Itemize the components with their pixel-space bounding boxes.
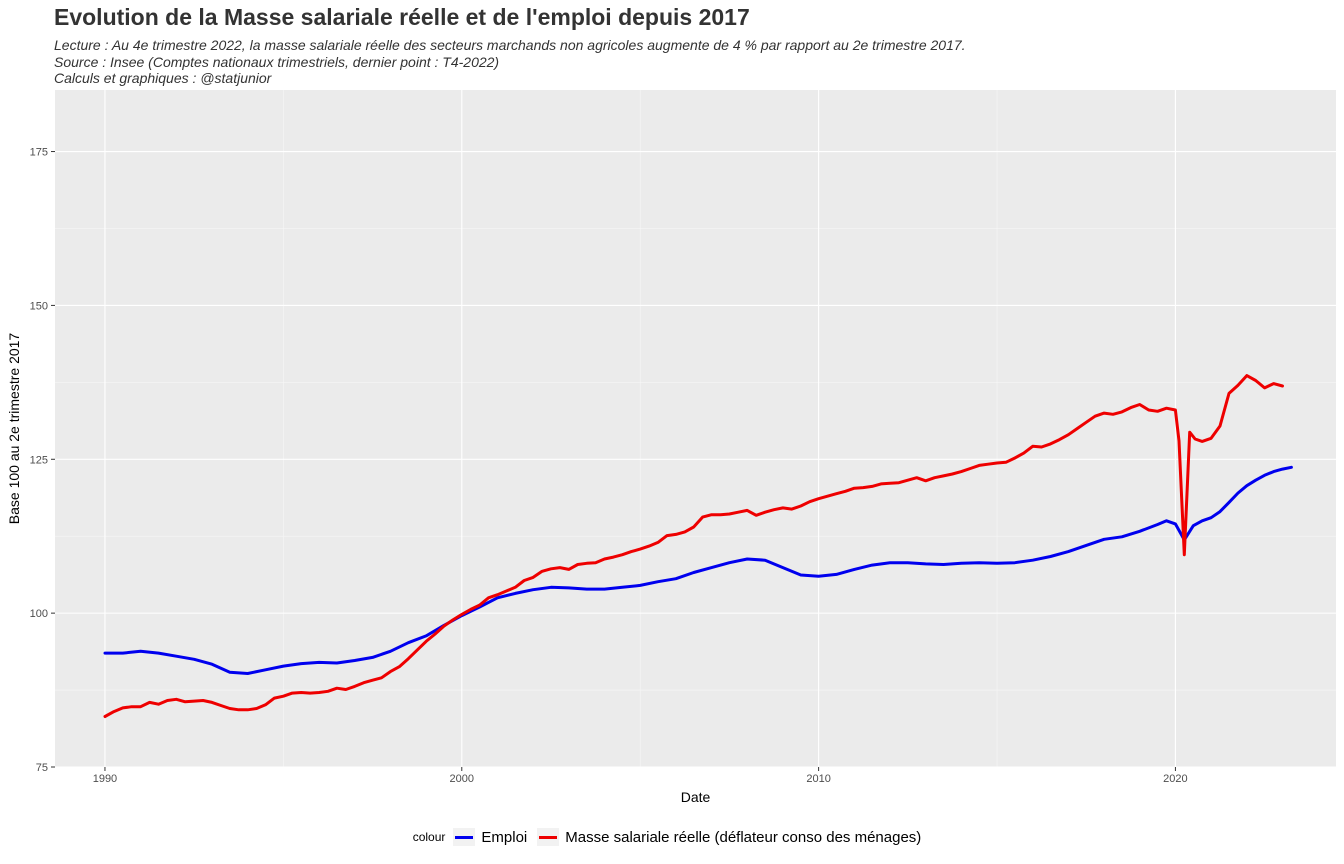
y-tick-label: 150: [30, 300, 48, 312]
chart-title: Evolution de la Masse salariale réelle e…: [54, 4, 750, 30]
y-tick-label: 100: [30, 608, 48, 620]
legend-key-emploi: Emploi: [453, 828, 527, 846]
chart-subtitle-reading: Lecture : Au 4e trimestre 2022, la masse…: [54, 37, 966, 53]
y-axis-title: Base 100 au 2e trimestre 2017: [6, 333, 22, 525]
x-tick-label: 2020: [1163, 773, 1187, 785]
legend-label-emploi: Emploi: [481, 828, 528, 846]
x-tick-label: 2010: [806, 773, 830, 785]
chart-subtitle-credits: Calculs et graphiques : @statjunior: [54, 70, 272, 86]
series-line-emploi: [103, 465, 1293, 675]
legend-swatch-emploi: [453, 828, 476, 846]
legend-label-masse-salariale: Masse salariale réelle (déflateur conso …: [565, 828, 922, 846]
legend-title: colour: [412, 830, 446, 844]
legend-swatch-masse-salariale: [537, 828, 560, 846]
x-tick-label: 2000: [450, 773, 474, 785]
legend: colour Emploi Masse salariale réelle (dé…: [0, 828, 1344, 846]
plot-panel: [55, 90, 1336, 767]
y-tick-label: 125: [30, 454, 48, 466]
series-line-masse-salariale: [103, 374, 1284, 718]
x-axis-title: Date: [681, 789, 711, 805]
y-tick-label: 75: [36, 762, 48, 774]
y-tick-label: 175: [30, 147, 48, 159]
x-tick-label: 1990: [93, 773, 117, 785]
chart-subtitle-source: Source : Insee (Comptes nationaux trimes…: [54, 54, 500, 70]
legend-key-masse-salariale: Masse salariale réelle (déflateur conso …: [537, 828, 921, 846]
